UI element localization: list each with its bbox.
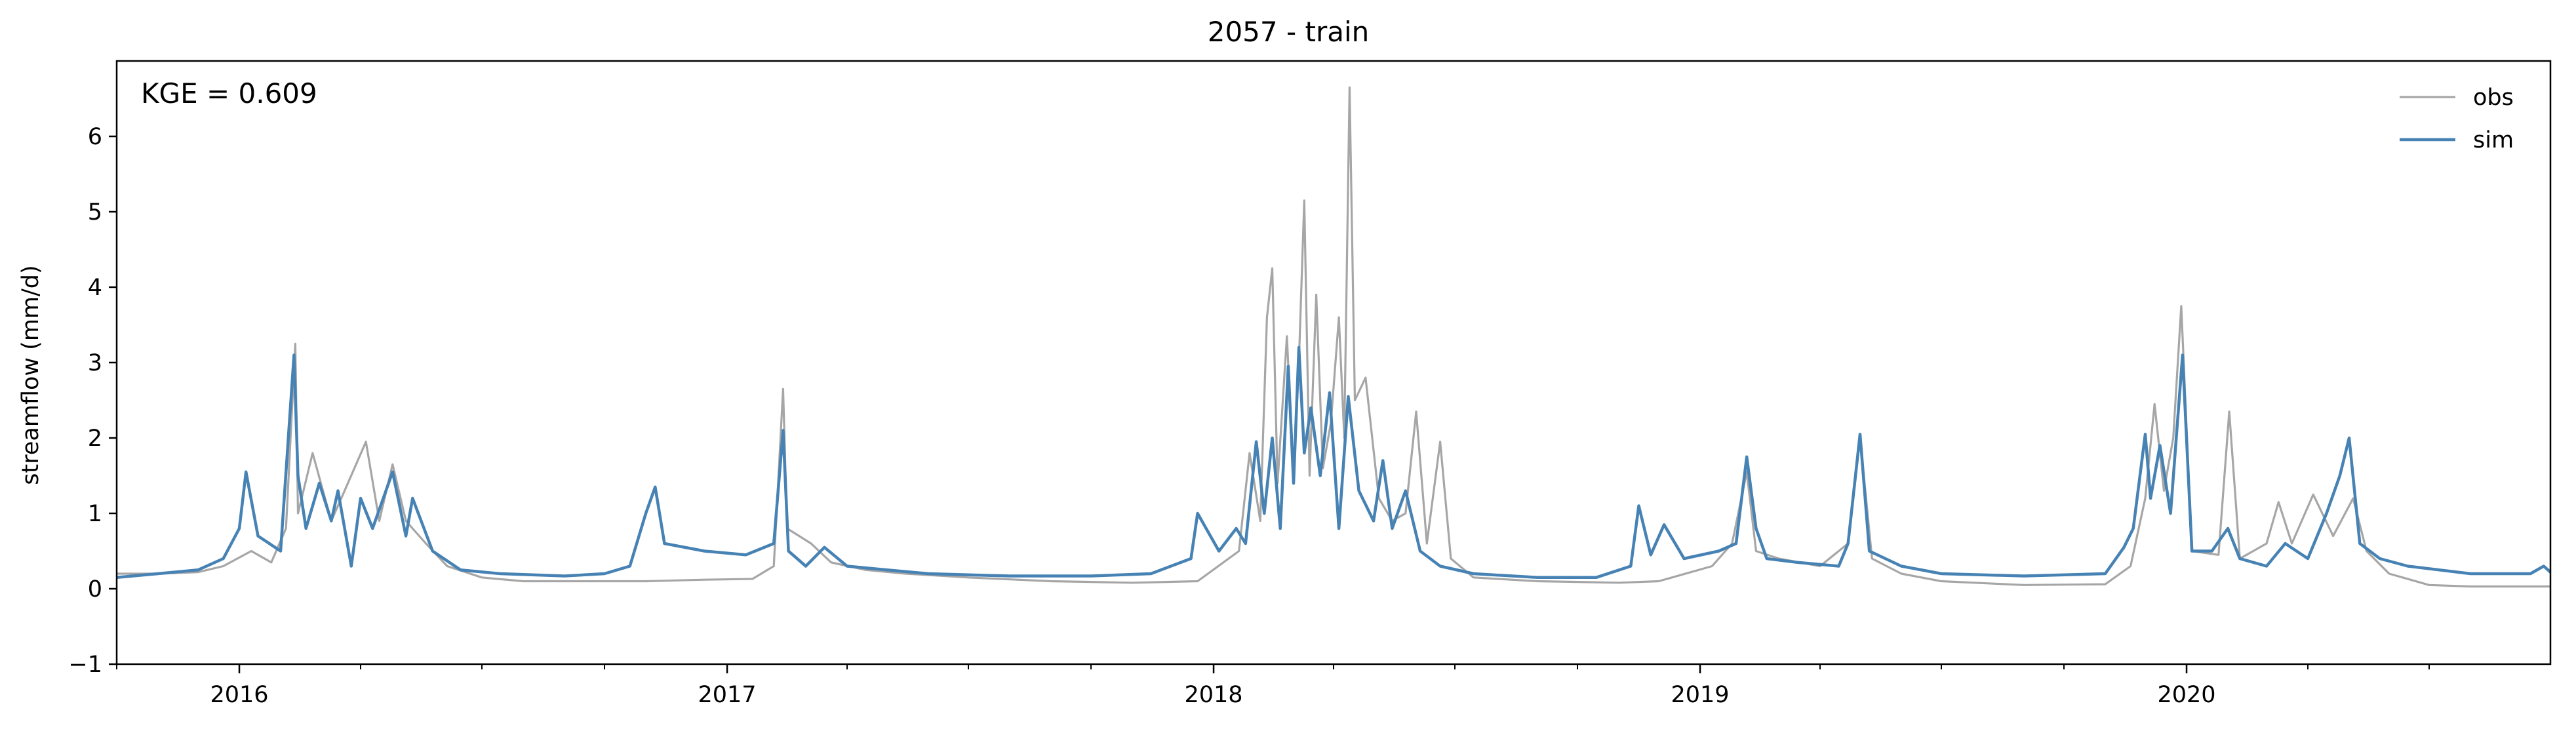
- y-axis-label: streamflow (mm/d): [18, 265, 44, 485]
- x-tick-label: 2017: [698, 682, 757, 708]
- y-tick-label: 5: [88, 199, 102, 226]
- plot-area: −1 0 1 2 3 4 5 6 2016 2017 2018 2019 2020: [68, 60, 2552, 708]
- x-tick-label: 2018: [1185, 682, 1243, 708]
- x-tick-label: 2016: [210, 682, 268, 708]
- x-tick-label: 2020: [2157, 682, 2215, 708]
- series-line-sim: [116, 346, 2552, 580]
- legend: obs sim: [2400, 85, 2514, 153]
- series-line-obs: [117, 86, 2550, 588]
- legend-label-sim: sim: [2473, 127, 2514, 153]
- axes-frame: [115, 60, 2552, 665]
- axes-layer: −1 0 1 2 3 4 5 6 2016 2017 2018 2019 2020: [68, 60, 2552, 708]
- x-tick-label: 2019: [1671, 682, 1729, 708]
- kge-annotation: KGE = 0.609: [141, 77, 317, 109]
- y-tick-label: 6: [88, 124, 102, 150]
- y-tick-label: 0: [88, 576, 102, 603]
- legend-label-obs: obs: [2473, 85, 2514, 111]
- series-layer: [116, 86, 2552, 588]
- chart-title: 2057 - train: [1208, 16, 1370, 48]
- y-tick-label: 1: [88, 501, 102, 527]
- y-tick-label: 4: [88, 275, 102, 301]
- y-tick-label: −1: [68, 652, 102, 678]
- y-tick-label: 3: [88, 350, 102, 376]
- y-tick-label: 2: [88, 426, 102, 452]
